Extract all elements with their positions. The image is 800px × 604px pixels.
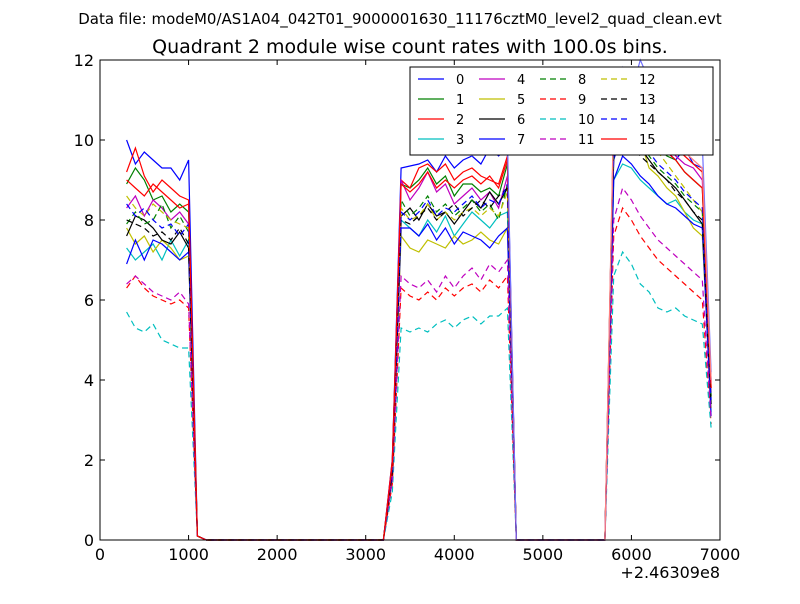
series-line-7 [126,154,712,541]
y-tick-label: 2 [84,451,94,470]
legend-entry: 13 [639,93,656,108]
legend-entry: 3 [456,133,464,148]
x-tick-label: 1000 [168,545,209,564]
chart-title: Quadrant 2 module wise count rates with … [152,36,668,58]
x-tick-label: 6000 [611,545,652,564]
legend-entry: 10 [578,113,595,128]
legend-entry: 9 [578,93,586,108]
series-line-9 [126,206,712,541]
series-line-0 [126,123,712,541]
series-line-13 [126,130,712,541]
legend-entry: 7 [517,133,525,148]
series-line-14 [126,122,712,541]
legend-entry: 14 [639,113,656,128]
series-line-5 [126,83,712,541]
legend-entry: 11 [578,133,595,148]
series-line-8 [126,127,712,541]
series-line-11 [126,186,712,541]
y-tick-label: 10 [74,131,94,150]
x-offset-label: +2.46309e8 [620,563,720,582]
y-tick-label: 8 [84,211,94,230]
x-tick-label: 7000 [700,545,741,564]
series-line-1 [126,111,712,541]
legend-entry: 12 [639,73,656,88]
legend-entry: 8 [578,73,586,88]
legend-entry: 15 [639,133,656,148]
data-file-label: Data file: modeM0/AS1A04_042T01_90000016… [78,10,722,29]
series-line-2 [126,99,712,541]
y-tick-label: 0 [84,531,94,550]
legend-box [409,66,714,156]
series-line-12 [126,86,712,541]
y-tick-label: 6 [84,291,94,310]
x-tick-label: 0 [95,545,105,564]
legend-entry: 6 [517,113,525,128]
x-axis: 0 1000 2000 3000 4000 5000 6000 7000 [95,60,740,564]
legend-entry: 5 [517,93,525,108]
legend-entry: 0 [456,73,464,88]
x-tick-label: 4000 [434,545,475,564]
series-line-6 [126,135,712,541]
series-line-10 [126,250,712,541]
x-tick-label: 3000 [345,545,386,564]
y-tick-label: 4 [84,371,94,390]
y-tick-label: 12 [74,51,94,70]
legend-entry: 2 [456,113,464,128]
x-tick-label: 5000 [522,545,563,564]
series-line-3 [126,163,712,541]
legend-entry: 4 [517,73,525,88]
legend-entry: 1 [456,93,464,108]
x-tick-label: 2000 [257,545,298,564]
